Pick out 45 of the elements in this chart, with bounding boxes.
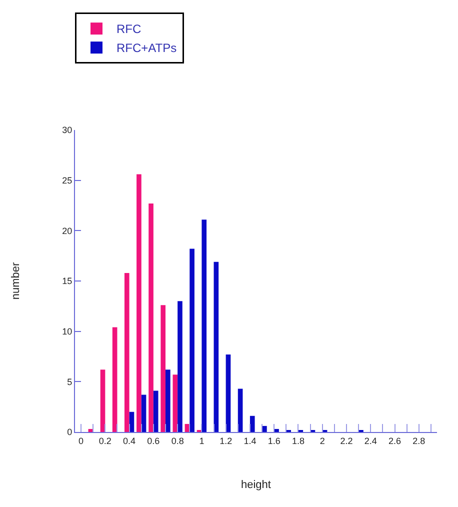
x-tick-label: 2.6 xyxy=(388,436,402,446)
x-tick-label: 0.6 xyxy=(147,436,160,446)
legend-label: RFC xyxy=(116,22,142,36)
bar xyxy=(214,262,219,432)
bar xyxy=(262,426,267,432)
x-axis-title: height xyxy=(241,479,271,491)
bar xyxy=(124,272,130,432)
x-tick-label: 0.8 xyxy=(171,436,184,446)
bar xyxy=(226,354,231,432)
bar xyxy=(112,327,118,432)
x-tick-label: 1.8 xyxy=(292,436,304,446)
y-tick-label: 0 xyxy=(67,427,72,438)
x-tick-label: 2.4 xyxy=(364,436,377,446)
y-tick-label: 30 xyxy=(62,125,72,136)
bar xyxy=(274,428,279,432)
bar xyxy=(148,203,154,432)
bar xyxy=(250,416,255,432)
bar xyxy=(238,388,243,432)
bar xyxy=(153,390,158,432)
bar xyxy=(141,394,146,432)
x-tick-label: 0 xyxy=(78,436,84,446)
bar xyxy=(202,220,207,432)
x-tick-label: 0.2 xyxy=(98,436,112,446)
x-tick-label: 2 xyxy=(320,436,325,446)
bar xyxy=(190,248,194,432)
legend-label: RFC+ATPs xyxy=(116,41,177,56)
x-tick-label: 0.4 xyxy=(123,436,136,446)
bar xyxy=(160,305,166,432)
y-tick-label: 5 xyxy=(67,376,72,387)
bar xyxy=(166,370,170,432)
y-axis-title: number xyxy=(10,262,22,300)
x-tick-label: 1.6 xyxy=(268,436,280,446)
bar xyxy=(172,374,178,432)
x-tick-label: 2.2 xyxy=(340,436,353,446)
bar xyxy=(100,370,106,432)
x-tick-label: 2.8 xyxy=(412,436,426,446)
y-tick-label: 10 xyxy=(62,326,72,336)
x-tick-label: 1.4 xyxy=(244,436,256,446)
bar xyxy=(178,301,182,432)
y-tick-label: 15 xyxy=(62,276,72,286)
y-tick-label: 25 xyxy=(62,175,72,186)
x-tick-label: 1.2 xyxy=(220,436,232,446)
x-tick-label: 1 xyxy=(199,436,204,446)
bar xyxy=(136,174,142,432)
y-tick-label: 20 xyxy=(62,226,72,236)
